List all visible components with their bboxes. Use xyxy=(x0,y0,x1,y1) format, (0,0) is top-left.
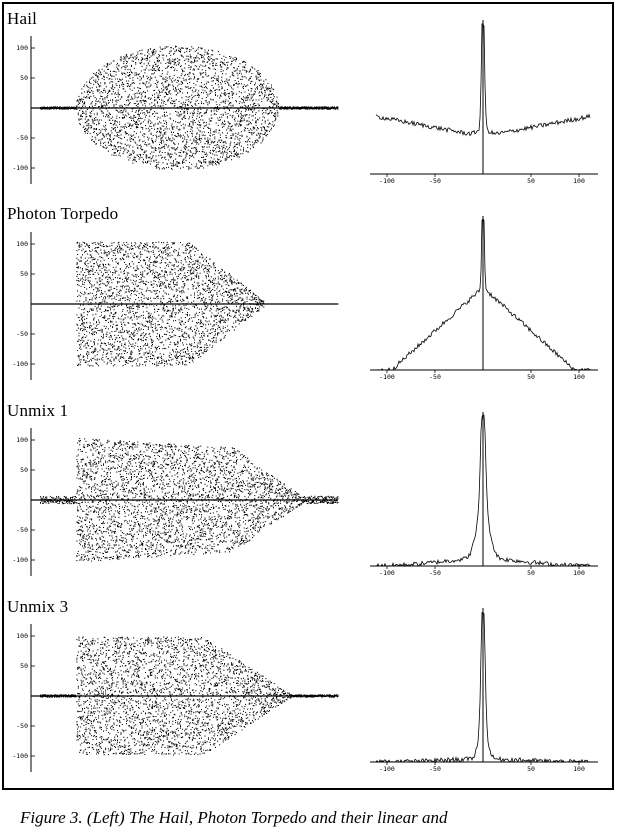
waveform-samples xyxy=(40,636,339,756)
waveform-tick-label: -50 xyxy=(16,134,28,142)
waveform-plot: 100 50 -50 -100 xyxy=(12,428,339,576)
histogram-tick-label: -50 xyxy=(429,569,441,577)
waveform-tick-label: -50 xyxy=(16,330,28,338)
histogram-tick-label: 50 xyxy=(527,569,535,577)
waveform-tick-label: 100 xyxy=(16,44,28,52)
panel-title: Hail xyxy=(7,9,38,28)
histogram-tick-label: -100 xyxy=(379,373,395,381)
histogram-plot: -100 -50 50 100 xyxy=(370,608,598,773)
waveform-tick-label: 50 xyxy=(20,74,28,82)
histogram-tick-label: -100 xyxy=(379,177,395,185)
histogram-curve xyxy=(375,413,591,568)
histogram-tick-label: -50 xyxy=(429,177,441,185)
waveform-tick-label: 100 xyxy=(16,632,28,640)
waveform-tick-label: 50 xyxy=(20,466,28,474)
histogram-plot: -100 -50 50 100 xyxy=(370,412,598,577)
panel-title: Unmix 1 xyxy=(7,401,69,420)
histogram-tick-label: 50 xyxy=(527,765,535,773)
histogram-curve xyxy=(375,611,591,764)
waveform-tick-label: -100 xyxy=(12,752,28,760)
histogram-tick-label: 50 xyxy=(527,177,535,185)
histogram-tick-label: 50 xyxy=(527,373,535,381)
waveform-plot: 100 50 -50 -100 xyxy=(12,36,339,184)
panel-title: Photon Torpedo xyxy=(7,204,119,223)
histogram-curve xyxy=(375,217,591,372)
waveform-tick-label: -50 xyxy=(16,722,28,730)
histogram-tick-label: 100 xyxy=(573,569,585,577)
histogram-tick-label: 100 xyxy=(573,765,585,773)
waveform-tick-label: 100 xyxy=(16,240,28,248)
panel-title: Unmix 3 xyxy=(7,597,69,616)
histogram-tick-label: -50 xyxy=(429,373,441,381)
waveform-plot: 100 50 -50 -100 xyxy=(12,232,339,380)
waveform-tick-label: -100 xyxy=(12,556,28,564)
waveform-plot: 100 50 -50 -100 xyxy=(12,624,339,772)
histogram-plot: -100 -50 50 100 xyxy=(370,20,598,185)
histogram-tick-label: -100 xyxy=(379,569,395,577)
histogram-tick-label: -100 xyxy=(379,765,395,773)
histogram-tick-label: 100 xyxy=(573,177,585,185)
histogram-tick-label: -50 xyxy=(429,765,441,773)
figure-frame xyxy=(2,2,614,790)
waveform-tick-label: 50 xyxy=(20,270,28,278)
waveform-tick-label: -50 xyxy=(16,526,28,534)
histogram-curve xyxy=(375,23,591,137)
waveform-tick-label: -100 xyxy=(12,164,28,172)
waveform-tick-label: 50 xyxy=(20,662,28,670)
waveform-samples xyxy=(40,437,339,562)
waveform-tick-label: -100 xyxy=(12,360,28,368)
histogram-tick-label: 100 xyxy=(573,373,585,381)
histogram-plot: -100 -50 50 100 xyxy=(370,216,598,381)
figure-caption: Figure 3. (Left) The Hail, Photon Torped… xyxy=(20,808,448,827)
waveform-tick-label: 100 xyxy=(16,436,28,444)
